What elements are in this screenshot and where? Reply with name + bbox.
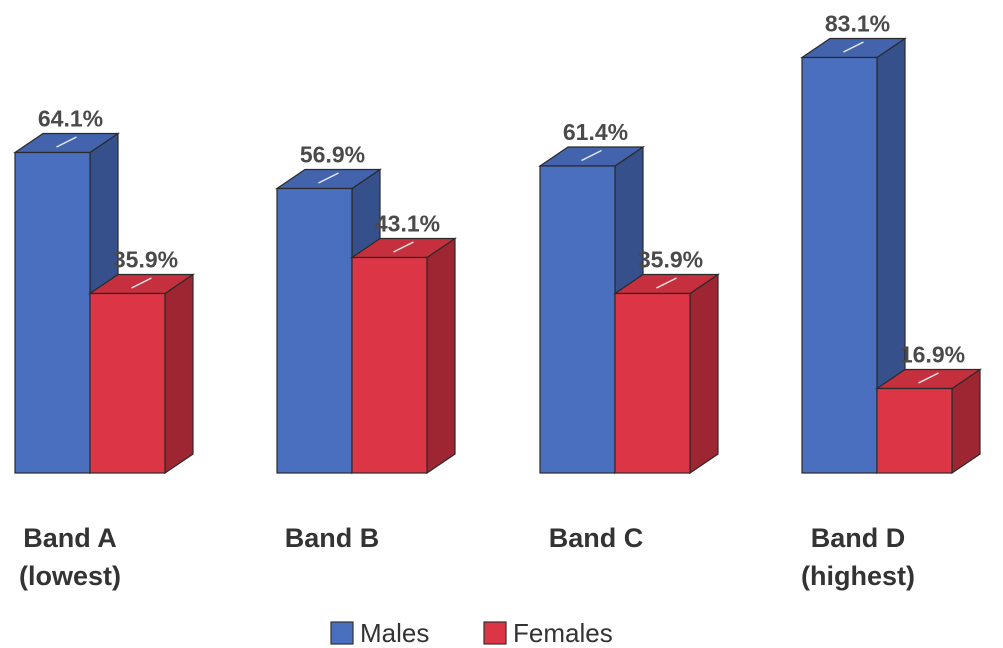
bar-females-3: [613, 273, 720, 475]
value-label-females-4: 16.9%: [900, 342, 965, 368]
value-label-females-2: 43.1%: [375, 211, 440, 237]
bar-front-face: [351, 256, 428, 474]
value-label-females-3: 35.9%: [638, 247, 703, 273]
legend-swatch-males: [330, 621, 354, 645]
value-label-males-4: 83.1%: [825, 11, 890, 37]
category-label-4-line-2: (highest): [801, 561, 915, 591]
bar-front-face: [276, 187, 353, 474]
category-labels-layer: Band A (lowest) Band B Band C Band D (highest…: [19, 523, 915, 591]
bar-males-4: [800, 37, 907, 475]
value-leader-line: [581, 149, 602, 162]
bar-front-face: [89, 292, 166, 474]
bar-females-4: [875, 368, 982, 475]
bar-front-face: [614, 292, 691, 474]
bar-front-face: [539, 165, 616, 474]
bar-front-face: [876, 387, 953, 474]
value-leader-line: [918, 372, 939, 384]
category-label-1-line-1: Band A: [23, 523, 117, 553]
legend: Males Females: [330, 618, 613, 648]
category-label-1-line-2: (lowest): [19, 561, 121, 591]
value-leader-line: [393, 241, 414, 253]
value-labels-layer: 64.1% 35.9% 56.9% 43.1% 61.4% 35.9% 83.1% 16.9%: [38, 11, 965, 368]
legend-label-males: Males: [360, 618, 429, 648]
category-label-2-line-1: Band B: [285, 523, 380, 553]
value-leader-line: [656, 277, 677, 289]
value-leader-line: [843, 41, 864, 53]
value-label-males-1: 64.1%: [38, 106, 103, 132]
value-label-males-2: 56.9%: [300, 142, 365, 168]
bar-females-1: [88, 273, 195, 475]
value-label-males-3: 61.4%: [563, 119, 628, 145]
value-leader-line: [318, 172, 339, 184]
value-label-females-1: 35.9%: [113, 247, 178, 273]
bars-layer: [13, 37, 982, 475]
category-label-3-line-1: Band C: [549, 523, 644, 553]
bar-side-face: [689, 273, 719, 475]
bar-females-2: [350, 237, 457, 475]
category-label-4-line-1: Band D: [811, 523, 906, 553]
bar-side-face: [164, 273, 194, 475]
bar-front-face: [14, 151, 91, 474]
bar-front-face: [801, 56, 878, 474]
bar-side-face: [426, 237, 456, 475]
legend-swatch-females: [483, 621, 507, 645]
value-leader-line: [131, 277, 152, 289]
legend-label-females: Females: [513, 618, 613, 648]
value-leader-line: [56, 136, 77, 148]
